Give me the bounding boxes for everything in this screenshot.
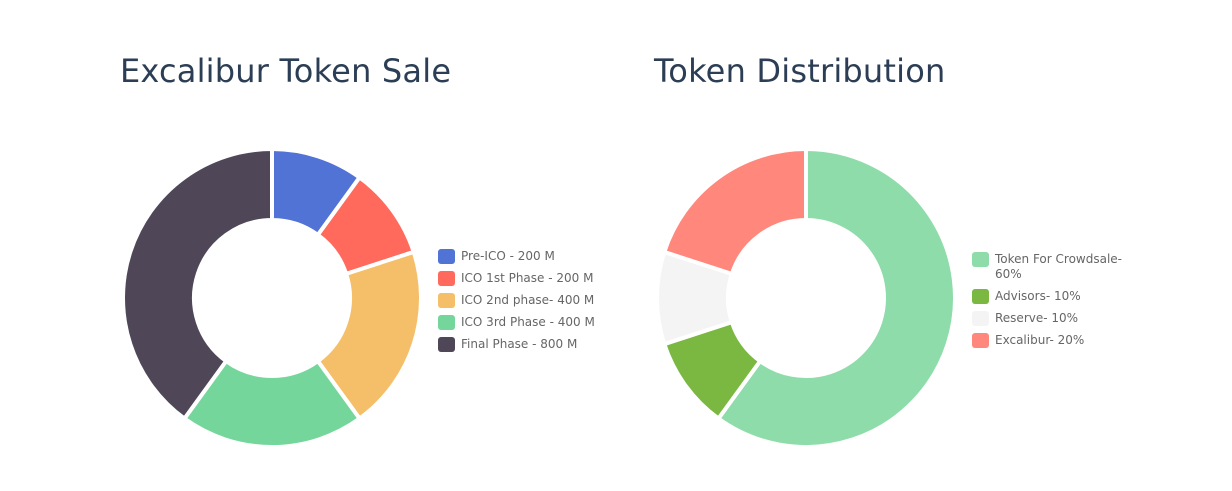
legend-swatch [438, 337, 455, 352]
legend-label: ICO 3rd Phase - 400 M [461, 315, 595, 329]
slice-final-phase-800-m[interactable] [122, 148, 274, 421]
legend-item-ico-1st-phase-200-m[interactable]: ICO 1st Phase - 200 M [438, 271, 628, 286]
legend-label: Final Phase - 800 M [461, 337, 578, 351]
slice-excalibur-20[interactable] [662, 148, 808, 276]
legend-swatch [972, 289, 989, 304]
chart-title-token-distribution: Token Distribution [654, 52, 946, 90]
legend-label: Advisors- 10% [995, 289, 1081, 303]
legend-item-ico-3rd-phase-400-m[interactable]: ICO 3rd Phase - 400 M [438, 315, 628, 330]
legend-item-advisors-10[interactable]: Advisors- 10% [972, 289, 1147, 304]
slice-token-for-crowdsale-60[interactable] [716, 148, 956, 448]
legend-label: ICO 2nd phase- 400 M [461, 293, 595, 307]
legend-item-reserve-10[interactable]: Reserve- 10% [972, 311, 1147, 326]
slice-ico-2nd-phase-400-m[interactable] [315, 249, 422, 421]
slice-ico-3rd-phase-400-m[interactable] [182, 359, 362, 448]
legend-swatch [972, 333, 989, 348]
legend-label: Reserve- 10% [995, 311, 1079, 325]
token-sale-legend: Pre-ICO - 200 M ICO 1st Phase - 200 M ICO … [438, 249, 628, 359]
legend-item-ico-2nd-phase-400-m[interactable]: ICO 2nd phase- 400 M [438, 293, 628, 308]
chart-title-token-sale: Excalibur Token Sale [120, 52, 452, 90]
legend-swatch [438, 249, 455, 264]
legend-label: Pre-ICO - 200 M [461, 249, 555, 263]
token-sale-donut-chart [122, 148, 422, 448]
token-distribution-legend: Token For Crowdsale- 60% Advisors- 10% Res… [972, 252, 1147, 355]
legend-item-pre-ico-200-m[interactable]: Pre-ICO - 200 M [438, 249, 628, 264]
legend-label: ICO 1st Phase - 200 M [461, 271, 594, 285]
legend-label: Excalibur- 20% [995, 333, 1085, 347]
legend-item-excalibur-20[interactable]: Excalibur- 20% [972, 333, 1147, 348]
legend-swatch [438, 271, 455, 286]
token-distribution-donut-chart [656, 148, 956, 448]
legend-swatch [972, 252, 989, 267]
legend-label: Token For Crowdsale- 60% [995, 252, 1122, 281]
legend-item-final-phase-800-m[interactable]: Final Phase - 800 M [438, 337, 628, 352]
legend-swatch [438, 315, 455, 330]
legend-swatch [972, 311, 989, 326]
legend-item-token-for-crowdsale-60[interactable]: Token For Crowdsale- 60% [972, 252, 1147, 282]
legend-swatch [438, 293, 455, 308]
